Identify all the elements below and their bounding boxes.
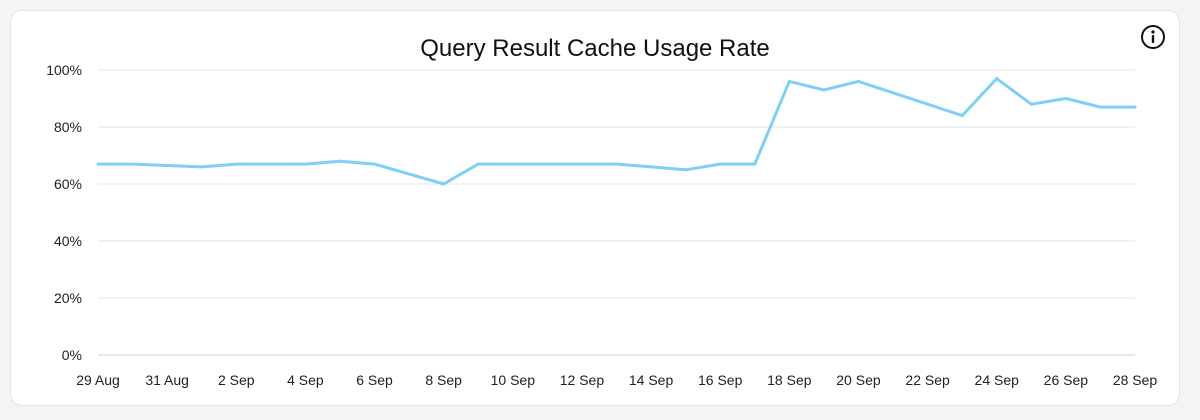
data-point [580, 162, 584, 166]
x-tick-label: 10 Sep [491, 372, 536, 388]
y-tick-label: 40% [54, 233, 82, 249]
data-point [234, 162, 238, 166]
chart-title: Query Result Cache Usage Rate [420, 35, 770, 62]
y-tick-label: 100% [46, 62, 82, 78]
y-tick-label: 0% [62, 347, 82, 363]
x-tick-label: 2 Sep [218, 372, 255, 388]
data-point [442, 182, 446, 186]
data-point [1064, 97, 1068, 100]
x-tick-label: 22 Sep [905, 372, 950, 388]
x-tick-label: 20 Sep [836, 372, 881, 388]
data-point [96, 162, 100, 166]
series-line [96, 77, 1137, 186]
data-point [856, 79, 860, 83]
y-tick-label: 60% [54, 176, 82, 192]
data-point [373, 162, 377, 166]
x-tick-label: 12 Sep [560, 372, 605, 388]
data-point [960, 114, 964, 118]
y-tick-label: 80% [54, 119, 82, 135]
data-point [338, 159, 342, 163]
x-tick-label: 18 Sep [767, 372, 812, 388]
info-icon[interactable] [1140, 24, 1166, 50]
data-point [787, 79, 791, 83]
y-tick-label: 20% [54, 290, 82, 306]
data-point [165, 163, 169, 167]
data-point [1098, 105, 1102, 109]
data-point [684, 168, 688, 172]
chart-card: Query Result Cache Usage Rate [10, 10, 1180, 406]
data-point [649, 165, 653, 169]
data-point [269, 162, 273, 166]
data-point [200, 165, 204, 169]
data-point [615, 162, 618, 166]
data-point [995, 77, 999, 81]
data-point [407, 172, 411, 176]
data-point [511, 162, 515, 166]
data-point [753, 162, 757, 166]
data-point [131, 162, 135, 166]
x-tick-label: 29 Aug [76, 372, 120, 388]
data-point [718, 162, 722, 166]
x-tick-label: 28 Sep [1113, 372, 1158, 388]
data-point [822, 88, 826, 92]
x-tick-label: 16 Sep [698, 372, 743, 388]
data-point [1029, 102, 1033, 106]
data-point [926, 102, 930, 106]
x-tick-label: 31 Aug [145, 372, 189, 388]
data-point [891, 91, 895, 95]
data-point [545, 162, 549, 166]
x-tick-label: 26 Sep [1044, 372, 1089, 388]
data-point [476, 162, 480, 166]
x-tick-label: 4 Sep [287, 372, 324, 388]
x-tick-label: 24 Sep [975, 372, 1020, 388]
data-point [303, 162, 307, 166]
x-tick-label: 8 Sep [425, 372, 462, 388]
x-tick-label: 14 Sep [629, 372, 674, 388]
x-tick-label: 6 Sep [356, 372, 393, 388]
data-point [1133, 105, 1137, 109]
